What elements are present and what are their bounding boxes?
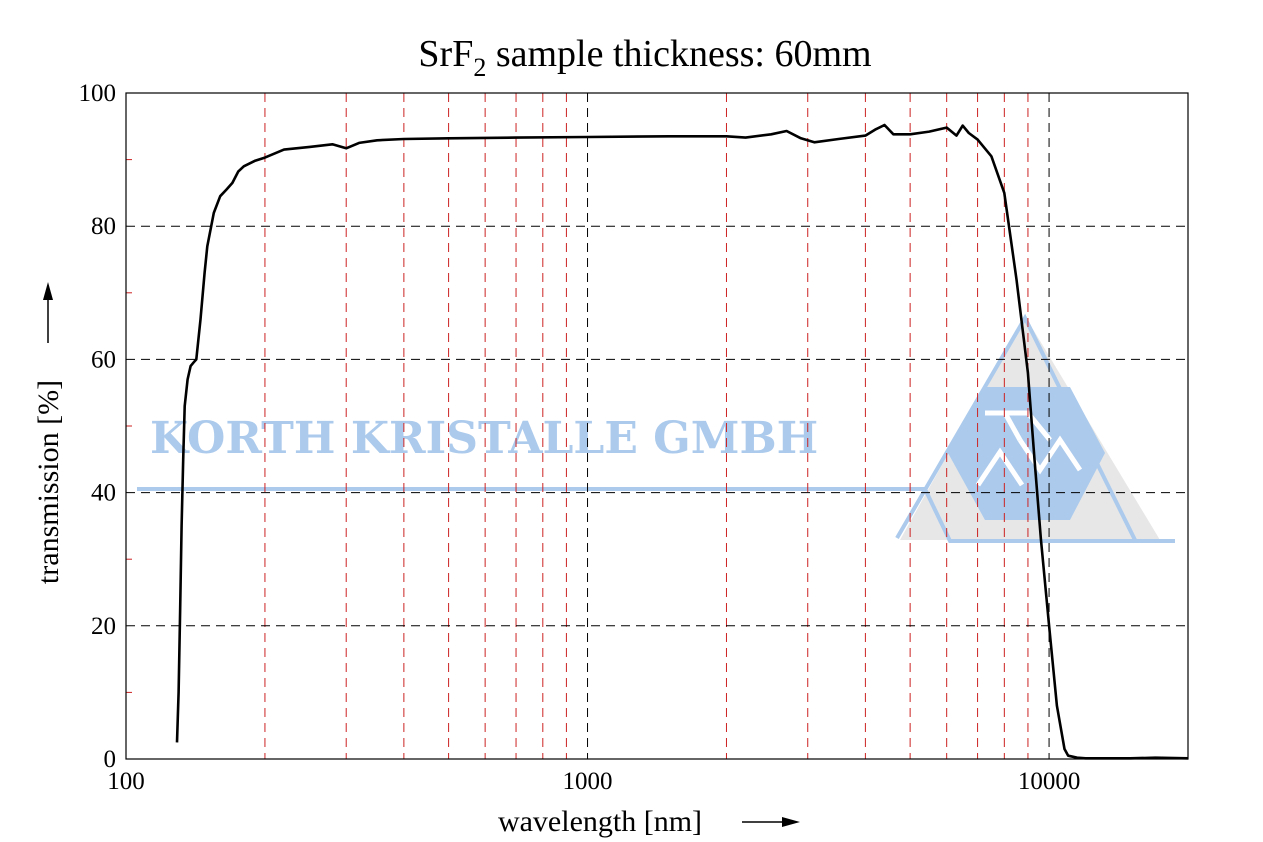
x-tick-label: 1000 (563, 768, 613, 795)
major-gridlines (126, 93, 1188, 759)
x-tick-label: 10000 (1018, 768, 1081, 795)
x-tick-labels: 100 1000 10000 (107, 768, 1080, 795)
y-tick-label: 60 (91, 346, 116, 373)
plot-frame (125, 92, 1189, 760)
chart-title: SrF2 sample thickness: 60mm (418, 33, 871, 82)
x-tick-label: 100 (107, 768, 145, 795)
y-tick-label: 0 (104, 746, 117, 773)
y-tick-label: 100 (79, 80, 117, 107)
watermark-text: KORTH KRISTALLE GMBH (150, 413, 818, 464)
minor-gridlines (264, 93, 1029, 759)
y-tick-label: 20 (91, 613, 116, 640)
y-tick-label: 80 (91, 213, 116, 240)
y-tick-labels: 0 20 40 60 80 100 (79, 80, 117, 773)
logo-swoosh-base (923, 488, 1175, 543)
y-axis-arrow (43, 282, 53, 343)
x-axis-title: wavelength [nm] (498, 805, 702, 838)
logo-outline (895, 313, 1137, 541)
axis-ticks (126, 159, 132, 693)
transmission-curve (175, 123, 1189, 760)
y-tick-label: 40 (91, 480, 116, 507)
y-axis-title: transmission [%] (32, 380, 65, 584)
korth-kristalle-watermark: KORTH KRISTALLE GMBH (137, 313, 1175, 543)
x-axis-arrow (742, 817, 800, 827)
